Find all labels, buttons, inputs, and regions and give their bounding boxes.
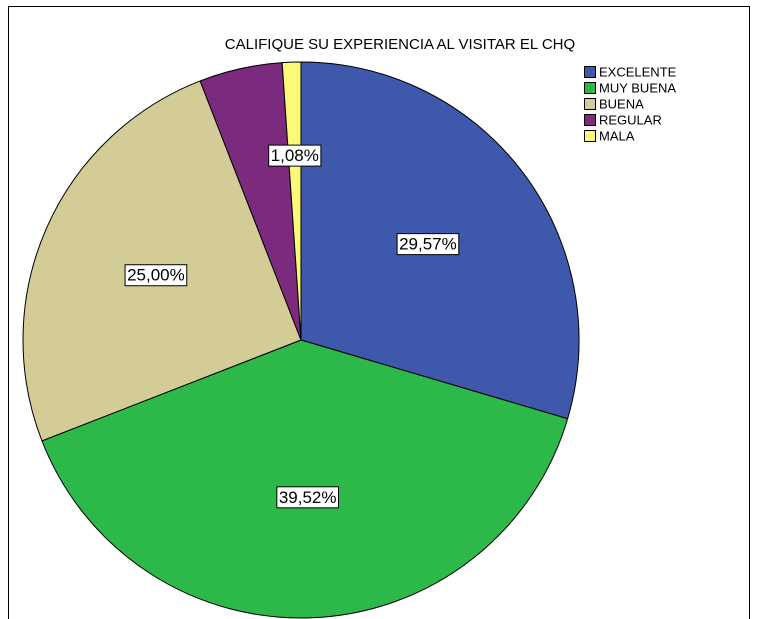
data-label-box (124, 264, 188, 287)
legend-label: MUY BUENA (599, 80, 676, 95)
data-label-box (276, 486, 340, 509)
pie-slice (281, 61, 302, 341)
legend-label: BUENA (599, 96, 644, 111)
legend-label: MALA (599, 128, 635, 143)
data-label: 1,08% (271, 146, 319, 165)
data-label: 39,52% (279, 488, 337, 507)
legend-swatch (584, 130, 596, 142)
legend-swatch (584, 98, 596, 110)
pie-slice (22, 80, 302, 442)
legend-label: REGULAR (599, 112, 662, 127)
data-label: 29,57% (399, 235, 457, 254)
legend-swatch (584, 82, 596, 94)
data-label-box (268, 144, 322, 167)
data-label-box (396, 233, 460, 256)
legend-label: EXCELENTE (599, 64, 677, 79)
pie-slice (41, 339, 569, 619)
chart-title: CALIFIQUE SU EXPERIENCIA AL VISITAR EL C… (225, 36, 575, 53)
data-label: 25,00% (127, 266, 185, 285)
legend-swatch (584, 114, 596, 126)
legend-swatch (584, 66, 596, 78)
